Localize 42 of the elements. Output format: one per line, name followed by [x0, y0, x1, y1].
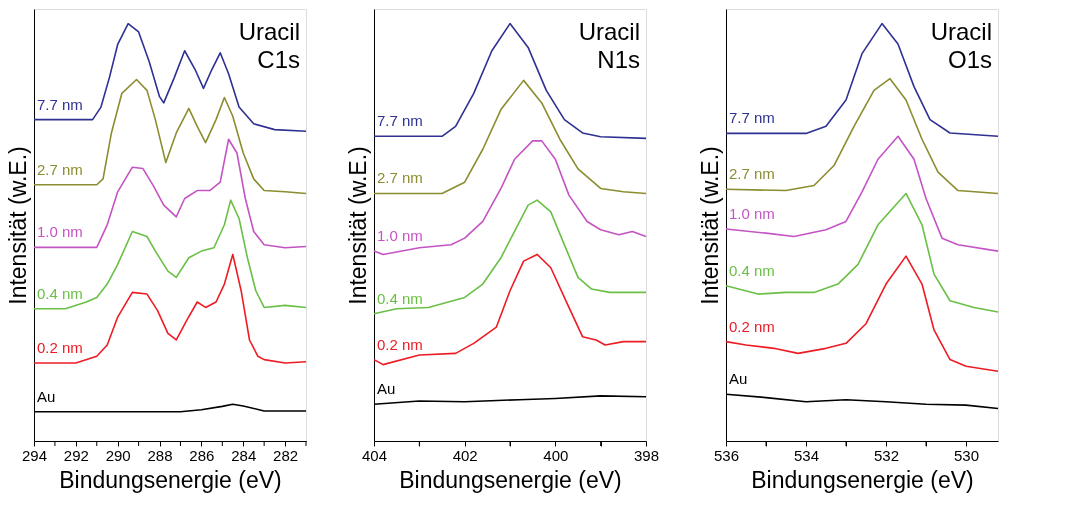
x-tick-label: 402	[452, 446, 478, 464]
x-tick-label: 532	[873, 446, 900, 464]
x-tick-label: 400	[543, 446, 569, 464]
series-label: 0.2 nm	[729, 317, 775, 335]
x-tick-label: 404	[361, 446, 388, 464]
annotation: Uracil O1s	[930, 18, 992, 73]
series-label: 1.0 nm	[377, 227, 423, 245]
series-label: 0.2 nm	[377, 335, 423, 353]
series-label: 0.2 nm	[37, 338, 83, 356]
x-tick-label: 290	[105, 446, 131, 464]
annotation: Uracil C1s	[238, 18, 300, 73]
x-tick-label: 286	[189, 446, 215, 464]
x-tick-label: 292	[63, 446, 89, 464]
annotation: Uracil N1s	[578, 18, 640, 73]
series-label: 1.0 nm	[729, 204, 775, 222]
x-tick-label: 398	[633, 446, 660, 464]
x-tick-label: 536	[713, 446, 740, 464]
x-axis-title: Bindungsenergie (eV)	[751, 466, 974, 493]
series-label: 2.7 nm	[377, 169, 423, 187]
series-label: 7.7 nm	[377, 112, 423, 130]
x-axis-title: Bindungsenergie (eV)	[399, 466, 622, 493]
y-axis-title: Intensität (w.E.)	[344, 146, 371, 305]
x-tick-label: 282	[273, 446, 299, 464]
x-tick-label: 534	[793, 446, 820, 464]
x-tick-label: 284	[231, 446, 257, 464]
series-label: 7.7 nm	[729, 109, 775, 127]
series-label: 0.4 nm	[37, 284, 83, 302]
x-tick-label: 294	[21, 446, 48, 464]
series-label: Au	[377, 380, 396, 398]
x-axis-title: Bindungsenergie (eV)	[59, 466, 282, 493]
series-label: 2.7 nm	[729, 165, 775, 183]
series-label: 1.0 nm	[37, 223, 83, 241]
x-tick-label: 530	[953, 446, 980, 464]
series-label: Au	[729, 370, 748, 388]
x-tick-label: 288	[147, 446, 173, 464]
y-axis-title: Intensität (w.E.)	[4, 146, 31, 305]
series-label: 7.7 nm	[37, 95, 83, 113]
series-label: Au	[37, 387, 56, 405]
series-label: 0.4 nm	[377, 289, 423, 307]
series-label: 2.7 nm	[37, 160, 83, 178]
series-label: 0.4 nm	[729, 261, 775, 279]
y-axis-title: Intensität (w.E.)	[696, 146, 723, 305]
